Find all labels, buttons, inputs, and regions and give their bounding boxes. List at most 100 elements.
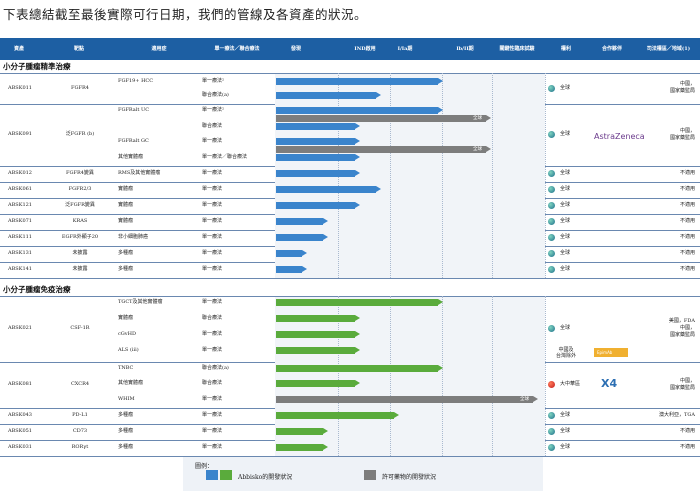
regimen-text: 單一療法 — [202, 186, 223, 192]
regimen-text: 單一療法 — [202, 396, 223, 402]
regulatory-text: 不適用 — [679, 250, 695, 256]
header-discovery: 發現 — [290, 46, 301, 52]
indication-text: 實體瘤 — [118, 218, 134, 224]
regimen-text: 單一療法 — [202, 412, 223, 418]
regimen-text: 單一療法 — [202, 444, 223, 450]
globe-icon — [548, 266, 555, 273]
x4-logo: X4 — [601, 377, 618, 390]
rights-text: 全球 — [560, 218, 571, 224]
stage-band — [275, 230, 545, 246]
bar-arrow — [355, 380, 360, 386]
regimen-text: 單一療法／聯合療法 — [202, 154, 248, 160]
bar-arrow — [438, 299, 443, 305]
header-indication: 適用症 — [151, 46, 167, 52]
indication-text: 其他實體瘤 — [118, 380, 144, 386]
target-name: 未披露 — [72, 266, 88, 272]
bar-arrow — [376, 186, 381, 192]
pipeline-bar-gray: 全球 — [276, 146, 491, 153]
table-header: 資產 靶點 適用症 單一療法／聯合療法 發現 IND啟用 I/Ia期 Ib/II… — [0, 38, 700, 60]
pipeline-bar-green — [276, 315, 360, 322]
globe-icon — [548, 412, 555, 419]
bar-arrow — [376, 92, 381, 98]
rights-text: 全球 — [560, 266, 571, 272]
regulatory-text: 不適用 — [679, 170, 695, 176]
bar-arrow — [355, 154, 360, 160]
rights-text: 全球 — [560, 325, 571, 331]
legend-licensed-label: 許可藥物的開發狀況 — [382, 474, 437, 481]
rights-text: 全球 — [560, 444, 571, 450]
globe-icon — [548, 170, 555, 177]
regimen-text: 單一療法 — [202, 218, 223, 224]
rights-text: 全球 — [560, 234, 571, 240]
globe-icon — [548, 428, 555, 435]
rights-text: 全球 — [560, 84, 571, 91]
rights-text: 全球 — [560, 412, 571, 418]
bar-label: 全球 — [473, 147, 482, 152]
indication-text: FGF19+ HCC — [118, 78, 154, 84]
bar-arrow — [355, 315, 360, 321]
bar-arrow — [486, 115, 491, 121]
regulatory-text: 不適用 — [679, 218, 695, 224]
regulatory-text: 不適用 — [679, 186, 695, 192]
pipeline-bar-blue — [276, 154, 360, 161]
asset-name: ABSK011 — [8, 84, 32, 91]
bar-arrow — [302, 266, 307, 272]
legend-gray-swatch — [364, 470, 376, 480]
regulatory-text: 不適用 — [679, 428, 695, 434]
regulatory-text: 不適用 — [679, 266, 695, 272]
header-ind: IND啟用 — [354, 46, 376, 52]
indication-text: RMS及其他實體瘤 — [118, 170, 161, 176]
asset-name: ABSK131 — [8, 250, 32, 256]
target-name: FGFR4變異 — [66, 170, 94, 176]
bar-arrow — [355, 123, 360, 129]
regulatory-text: 美國，FDA 中國， 國家藥監局 — [668, 318, 695, 338]
regimen-text: 單一療法 — [202, 170, 223, 176]
globe-icon — [548, 84, 555, 92]
pipeline-bar-green — [276, 299, 443, 306]
stage-divider — [442, 296, 443, 456]
pipeline-bar-green — [276, 380, 360, 387]
stage-divider — [390, 73, 391, 278]
regimen-text: 單一療法 — [202, 266, 223, 272]
bar-arrow — [486, 146, 491, 152]
regulatory-text: 不適用 — [679, 234, 695, 240]
row-separator — [0, 456, 700, 457]
pipeline-bar-blue — [276, 234, 328, 241]
rights-text: 全球 — [560, 170, 571, 176]
stage-divider — [545, 73, 546, 278]
regulatory-text: 不適用 — [679, 202, 695, 208]
pipeline-bar-blue — [276, 92, 381, 99]
header-phase1: I/Ia期 — [397, 46, 413, 52]
pipeline-bar-blue — [276, 123, 360, 130]
asset-name: ABSK141 — [8, 266, 32, 272]
bar-arrow — [355, 347, 360, 353]
header-regulatory: 司法權區／地域(1) — [646, 46, 691, 52]
epimab-logo: EpimAb — [594, 348, 628, 357]
bar-arrow — [323, 218, 328, 224]
target-name: EGFR外顯子20 — [61, 234, 99, 240]
legend-title: 圖例： — [195, 463, 214, 470]
header-phase2: Ib/II期 — [456, 46, 474, 52]
bar-arrow — [323, 444, 328, 450]
asset-name: ABSK061 — [8, 186, 32, 192]
stage-band — [275, 424, 545, 440]
indication-text: ALS (iii) — [118, 347, 139, 353]
bar-arrow — [302, 250, 307, 256]
regulatory-text: 澳大利亞，TGA — [659, 412, 695, 418]
target-name: FGFR2/3 — [68, 186, 92, 192]
bar-arrow — [438, 365, 443, 371]
stage-band — [275, 214, 545, 230]
pipeline-bar-blue — [276, 250, 307, 257]
regimen-text: 單一療法 — [202, 234, 223, 240]
globe-icon — [548, 202, 555, 209]
rights-text: 全球 — [560, 186, 571, 192]
bar-arrow — [323, 428, 328, 434]
pipeline-bar-green — [276, 347, 360, 354]
indication-text: 實體瘤 — [118, 315, 134, 321]
stage-band — [275, 440, 545, 456]
stage-band — [275, 262, 545, 278]
row-separator — [0, 73, 700, 74]
target-name: CD73 — [72, 428, 88, 434]
rights-text: 全球 — [560, 250, 571, 256]
pipeline-bar-blue — [276, 202, 360, 209]
